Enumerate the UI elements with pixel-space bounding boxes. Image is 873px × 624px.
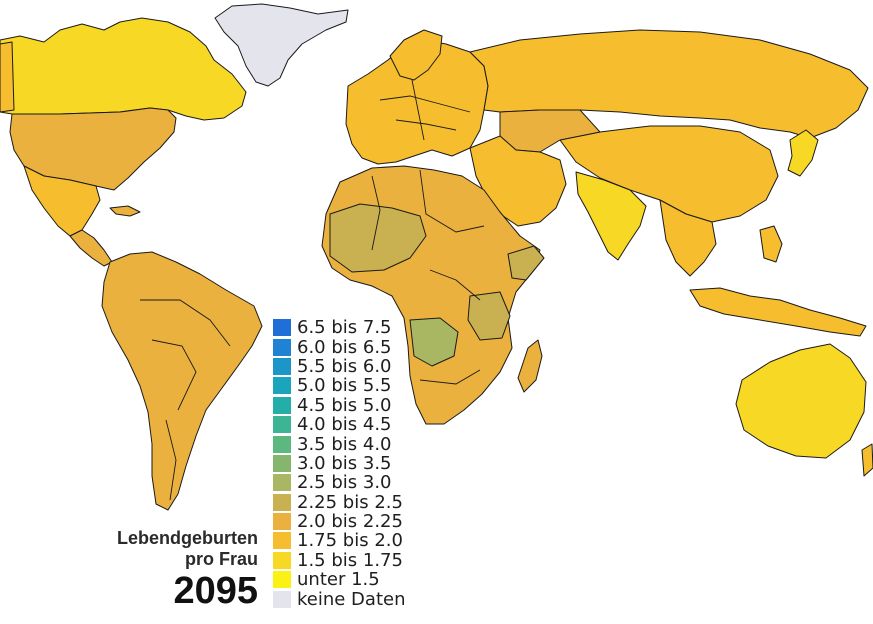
legend-label: 6.5 bis 7.5 [297, 317, 392, 339]
legend-swatch [273, 396, 291, 414]
caption-year: 2095 [173, 570, 258, 612]
region-southeast-asia [659, 199, 717, 277]
legend-label: 4.5 bis 5.0 [297, 394, 392, 416]
region-usa [9, 107, 177, 191]
border-africa-3 [429, 269, 481, 301]
region-east-africa [467, 291, 511, 341]
legend-item: 1.75 bis 2.0 [273, 531, 406, 550]
legend-label: 4.0 bis 4.5 [297, 414, 392, 436]
region-canada [0, 17, 247, 121]
legend-swatch [273, 590, 291, 608]
border-south-america-3 [165, 419, 177, 501]
legend-swatch [273, 319, 291, 337]
legend-swatch [273, 454, 291, 472]
legend-swatch [273, 532, 291, 550]
legend-item: 5.0 bis 5.5 [273, 376, 406, 395]
border-africa-2 [419, 169, 485, 233]
region-scandinavia [389, 29, 443, 81]
region-mexico [23, 165, 101, 237]
legend-label: 2.5 bis 3.0 [297, 472, 392, 494]
border-africa-4 [419, 369, 481, 385]
legend-item: 2.25 bis 2.5 [273, 493, 406, 512]
legend-item: 3.0 bis 3.5 [273, 454, 406, 473]
map-caption: Lebendgeburten pro Frau 2095 [117, 528, 258, 611]
legend-label: 1.75 bis 2.0 [297, 530, 403, 552]
region-sahel [329, 203, 427, 273]
border-south-america-2 [151, 339, 197, 411]
border-europe-2 [395, 119, 457, 131]
region-central-africa [409, 317, 459, 367]
legend-item: 5.5 bis 6.0 [273, 357, 406, 376]
legend-label: unter 1.5 [297, 569, 380, 591]
legend-label: 3.0 bis 3.5 [297, 452, 392, 474]
region-madagascar [517, 339, 543, 393]
legend-swatch [273, 357, 291, 375]
legend-item: 2.5 bis 3.0 [273, 473, 406, 492]
legend-item: 4.0 bis 4.5 [273, 415, 406, 434]
legend-swatch [273, 416, 291, 434]
legend-item: 3.5 bis 4.0 [273, 433, 406, 455]
region-caribbean [109, 205, 141, 217]
legend-swatch [273, 474, 291, 492]
legend-label: 2.25 bis 2.5 [297, 491, 403, 513]
legend-label: 2.0 bis 2.25 [297, 511, 403, 533]
legend-swatch [273, 377, 291, 395]
region-philippines [759, 225, 783, 263]
legend-item: unter 1.5 [273, 570, 406, 589]
border-africa-1 [371, 175, 381, 251]
caption-line-2: pro Frau [184, 549, 258, 569]
legend-item: 4.5 bis 5.0 [273, 396, 406, 415]
region-south-america [101, 251, 263, 511]
legend-swatch [273, 551, 291, 569]
region-australia [735, 343, 867, 459]
legend: 6.5 bis 7.5 6.0 bis 6.5 5.5 bis 6.0 5.0 bis… [273, 318, 406, 609]
legend-swatch [273, 513, 291, 531]
legend-item: 1.5 bis 1.75 [273, 551, 406, 570]
legend-item: keine Daten [273, 588, 406, 610]
region-central-america [69, 229, 113, 267]
legend-swatch [273, 338, 291, 356]
legend-label: 6.0 bis 6.5 [297, 336, 392, 358]
border-europe-1 [379, 95, 471, 113]
region-alaska [0, 41, 15, 113]
legend-label: keine Daten [297, 588, 406, 610]
legend-item: 2.0 bis 2.25 [273, 512, 406, 531]
caption-line-1: Lebendgeburten [116, 528, 258, 548]
region-india [575, 171, 647, 261]
region-greenland [214, 3, 349, 87]
border-europe-3 [411, 79, 425, 141]
legend-item: 6.5 bis 7.5 [273, 318, 406, 337]
legend-label: 5.5 bis 6.0 [297, 355, 392, 377]
region-horn-of-africa [507, 245, 545, 281]
region-japan [787, 129, 819, 177]
legend-swatch [273, 493, 291, 511]
legend-label: 3.5 bis 4.0 [297, 433, 392, 455]
legend-label: 5.0 bis 5.5 [297, 375, 392, 397]
legend-item: 6.0 bis 6.5 [273, 336, 406, 358]
region-new-zealand [861, 443, 873, 477]
border-south-america-1 [140, 299, 231, 347]
region-indonesia [689, 287, 867, 337]
legend-label: 1.5 bis 1.75 [297, 549, 403, 571]
legend-swatch [273, 571, 291, 589]
legend-swatch [273, 435, 291, 453]
